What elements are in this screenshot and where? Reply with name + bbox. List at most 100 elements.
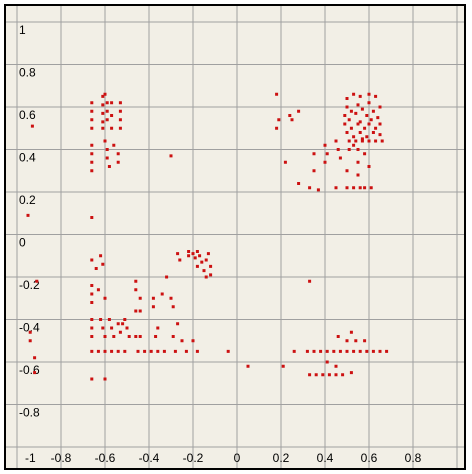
data-point	[90, 160, 94, 164]
data-point	[367, 139, 371, 143]
data-point	[28, 330, 32, 334]
data-point	[376, 116, 380, 120]
data-point	[369, 118, 373, 122]
data-point	[347, 148, 351, 151]
data-point	[118, 330, 122, 334]
data-point	[110, 326, 114, 330]
data-point	[367, 165, 371, 168]
data-point	[204, 275, 208, 279]
y-tick-label: 1	[19, 23, 26, 37]
data-point	[358, 186, 362, 190]
data-point	[195, 264, 199, 268]
x-tick-label: -1	[25, 451, 36, 465]
x-tick-label: 0	[234, 451, 241, 465]
data-point	[138, 309, 142, 313]
data-point	[171, 335, 175, 338]
data-point	[136, 349, 140, 353]
x-tick-labels: -1 -0.8 -0.6 -0.4 -0.2 0 0.2 0.4 0.6 0.8	[25, 451, 422, 465]
data-point	[156, 349, 160, 353]
data-point	[101, 94, 105, 98]
data-point	[110, 101, 114, 105]
data-point	[156, 326, 160, 330]
data-point	[90, 377, 94, 381]
data-point	[169, 154, 173, 158]
data-point	[363, 339, 367, 343]
data-point	[332, 349, 336, 353]
data-point	[360, 137, 364, 141]
data-point	[365, 349, 369, 353]
x-tick-label: -0.6	[95, 451, 116, 465]
data-point	[90, 258, 94, 262]
data-point	[90, 326, 94, 330]
data-point	[371, 109, 375, 113]
y-tick-label: -0.4	[19, 321, 40, 335]
data-point	[198, 254, 202, 258]
data-point	[26, 213, 30, 217]
data-point	[365, 114, 369, 117]
data-point	[281, 364, 285, 368]
data-point	[338, 349, 342, 353]
data-point	[312, 349, 316, 353]
data-point	[352, 186, 356, 190]
data-point	[138, 296, 142, 300]
data-point	[288, 114, 292, 117]
data-point	[110, 114, 114, 117]
y-tick-label: 0.2	[19, 193, 36, 207]
data-point	[149, 349, 153, 353]
data-point	[103, 92, 107, 96]
data-point	[165, 275, 169, 279]
data-point	[105, 118, 109, 122]
data-point	[195, 250, 199, 253]
data-point	[90, 216, 94, 219]
y-tick-label: -0.8	[19, 406, 40, 420]
data-point	[169, 296, 173, 300]
y-tick-label: -0.2	[19, 278, 40, 292]
x-tick-label: 0.6	[361, 451, 378, 465]
data-point	[90, 349, 94, 353]
data-point	[90, 169, 94, 173]
data-point	[118, 126, 122, 130]
data-point	[380, 139, 384, 143]
data-point	[314, 373, 318, 377]
y-tick-label: 0	[19, 236, 26, 250]
data-point	[345, 186, 349, 190]
data-point	[180, 339, 184, 343]
data-point	[90, 284, 94, 287]
data-point	[349, 330, 353, 334]
data-point	[195, 349, 199, 353]
data-point	[345, 349, 349, 353]
data-point	[354, 139, 358, 143]
data-point	[319, 349, 323, 353]
data-point	[356, 173, 360, 177]
data-point	[209, 273, 213, 277]
data-point	[378, 122, 382, 126]
data-point	[160, 292, 164, 296]
data-point	[138, 335, 142, 338]
data-point	[352, 135, 356, 139]
data-point	[123, 318, 127, 321]
data-point	[96, 349, 100, 353]
data-point	[202, 269, 206, 273]
data-point	[103, 335, 107, 338]
scatter-plot: 1 0.8 0.6 0.4 0.2 0 -0.2 -0.4 -0.6 -0.8 -1 -0.8 -0.…	[6, 6, 464, 468]
data-point	[347, 139, 351, 143]
y-tick-label: 0.8	[19, 66, 36, 80]
data-point	[134, 288, 138, 292]
data-point	[90, 292, 94, 296]
data-point	[343, 122, 347, 126]
data-point	[308, 373, 312, 377]
data-point	[374, 94, 378, 98]
data-point	[378, 133, 382, 137]
data-point	[347, 118, 351, 122]
data-point	[33, 356, 37, 360]
data-point	[325, 349, 329, 353]
data-point	[367, 101, 371, 105]
data-point	[90, 118, 94, 122]
data-point	[96, 288, 100, 292]
data-point	[323, 143, 327, 147]
data-point	[297, 182, 301, 185]
y-tick-label: 0.4	[19, 151, 36, 165]
data-point	[101, 111, 105, 115]
data-point	[171, 305, 175, 309]
data-point	[275, 126, 279, 130]
